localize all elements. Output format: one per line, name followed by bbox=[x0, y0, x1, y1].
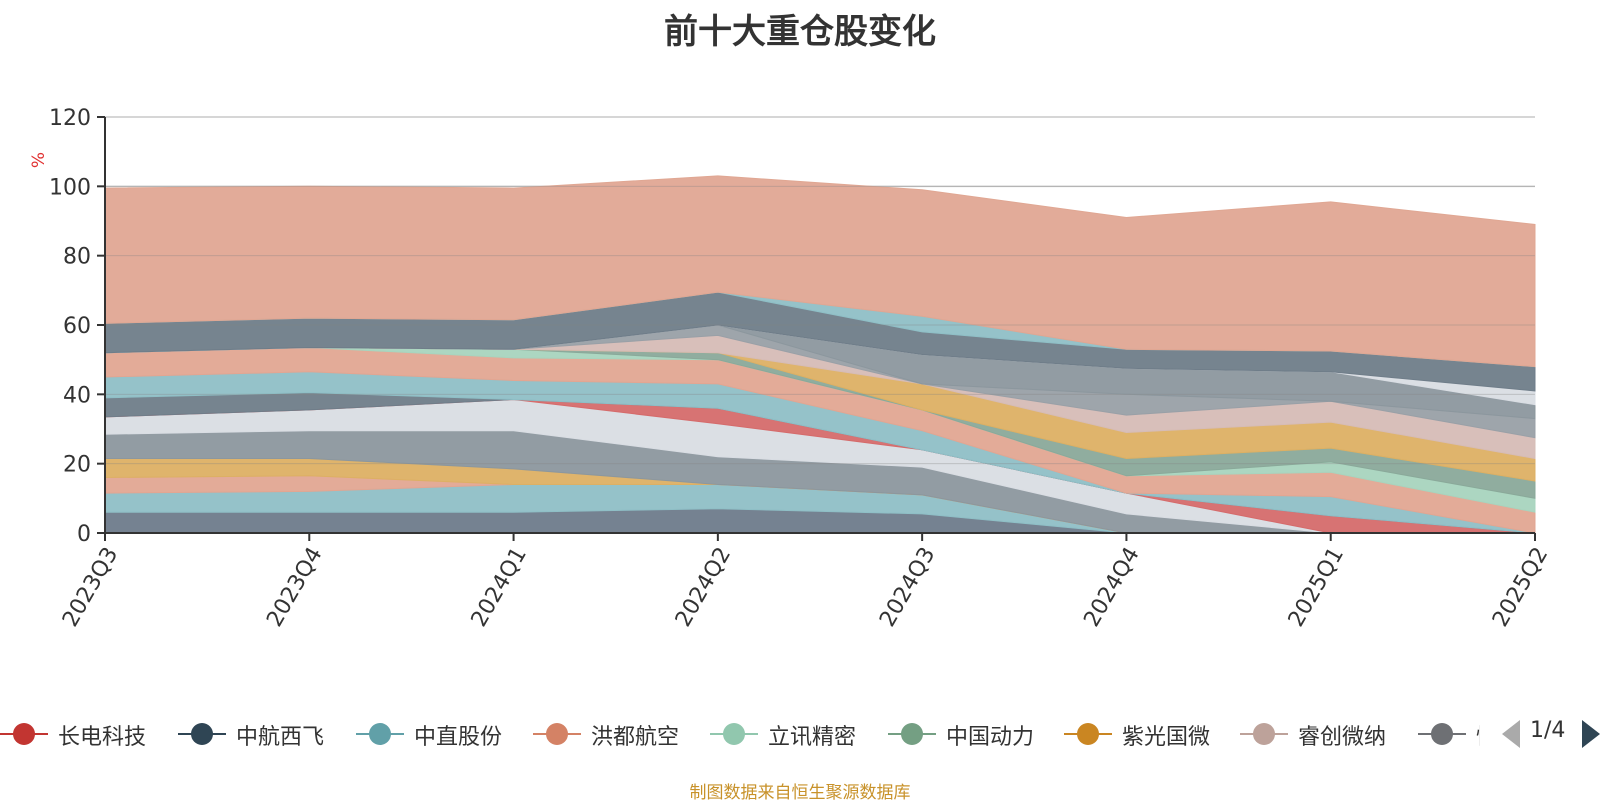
x-tick-label: 2023Q3 bbox=[58, 543, 123, 631]
legend-label: 洪都航空 bbox=[591, 725, 680, 750]
y-tick-label: 120 bbox=[49, 106, 91, 131]
y-tick-label: 40 bbox=[63, 383, 91, 408]
area-series-group bbox=[104, 175, 1536, 534]
y-tick-label: 80 bbox=[63, 245, 91, 270]
legend-circle-icon bbox=[1077, 723, 1099, 745]
x-tick-label: 2024Q4 bbox=[1079, 543, 1144, 631]
x-tick-label: 2024Q2 bbox=[671, 543, 736, 631]
x-tick-label: 2025Q2 bbox=[1488, 543, 1553, 631]
x-tick-label: 2024Q3 bbox=[875, 543, 940, 631]
legend-circle-icon bbox=[723, 723, 745, 745]
legend-circle-icon bbox=[1431, 723, 1453, 745]
legend-label: 紫光国微 bbox=[1122, 725, 1211, 750]
legend-pager: 1/4 bbox=[1502, 716, 1600, 752]
y-tick-label: 20 bbox=[63, 453, 91, 478]
x-tick-label: 2023Q4 bbox=[262, 543, 327, 631]
legend-label: 恒 bbox=[1476, 719, 1480, 751]
chart-title: 前十大重仓股变化 bbox=[664, 12, 936, 52]
area-series-20[interactable] bbox=[104, 175, 1536, 368]
legend-label: 长电科技 bbox=[58, 725, 147, 750]
legend[interactable]: 长电科技 中航西飞 中直股份 洪都航空 立讯精密 中国动力 紫光国微 睿创微纳 恒 bbox=[0, 716, 1480, 752]
legend-circle-icon bbox=[1253, 723, 1275, 745]
legend-next-page-icon[interactable] bbox=[1582, 720, 1600, 748]
y-tick-label: 60 bbox=[63, 314, 91, 339]
y-tick-label: 100 bbox=[49, 175, 91, 200]
legend-circle-icon bbox=[546, 723, 568, 745]
legend-circle-icon bbox=[13, 723, 35, 745]
legend-label: 立讯精密 bbox=[768, 725, 857, 750]
legend-label: 睿创微纳 bbox=[1298, 725, 1387, 750]
legend-page-indicator: 1/4 bbox=[1530, 718, 1566, 743]
legend-label: 中国动力 bbox=[946, 725, 1035, 750]
x-tick-label: 2024Q1 bbox=[467, 543, 532, 631]
y-axis-unit-label: % bbox=[29, 152, 49, 168]
legend-label: 中航西飞 bbox=[236, 725, 325, 750]
data-source-note: 制图数据来自恒生聚源数据库 bbox=[689, 783, 911, 803]
x-tick-label: 2025Q1 bbox=[1284, 543, 1349, 631]
legend-circle-icon bbox=[901, 723, 923, 745]
y-tick-label: 0 bbox=[77, 522, 91, 547]
legend-prev-page-icon[interactable] bbox=[1502, 720, 1520, 748]
legend-label: 中直股份 bbox=[414, 725, 503, 750]
stacked-area-chart: 0 20 40 60 80 100 120 2023Q3 2023Q4 2024Q1 2024Q2 2… bbox=[29, 106, 1553, 631]
legend-circle-icon bbox=[191, 723, 213, 745]
legend-circle-icon bbox=[369, 723, 391, 745]
